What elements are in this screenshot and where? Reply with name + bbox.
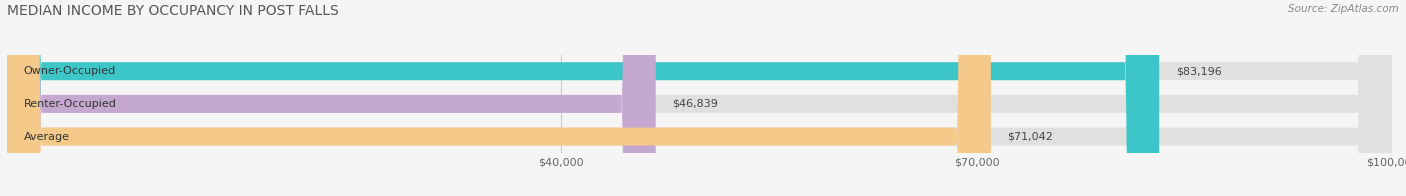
Text: Average: Average (24, 132, 70, 142)
Text: $71,042: $71,042 (1008, 132, 1053, 142)
Text: $46,839: $46,839 (672, 99, 718, 109)
FancyBboxPatch shape (7, 0, 991, 196)
Text: Source: ZipAtlas.com: Source: ZipAtlas.com (1288, 4, 1399, 14)
Text: Owner-Occupied: Owner-Occupied (24, 66, 115, 76)
Text: $83,196: $83,196 (1175, 66, 1222, 76)
Text: Renter-Occupied: Renter-Occupied (24, 99, 117, 109)
FancyBboxPatch shape (7, 0, 1392, 196)
FancyBboxPatch shape (7, 0, 655, 196)
FancyBboxPatch shape (7, 0, 1392, 196)
FancyBboxPatch shape (7, 0, 1392, 196)
Text: MEDIAN INCOME BY OCCUPANCY IN POST FALLS: MEDIAN INCOME BY OCCUPANCY IN POST FALLS (7, 4, 339, 18)
FancyBboxPatch shape (7, 0, 1159, 196)
